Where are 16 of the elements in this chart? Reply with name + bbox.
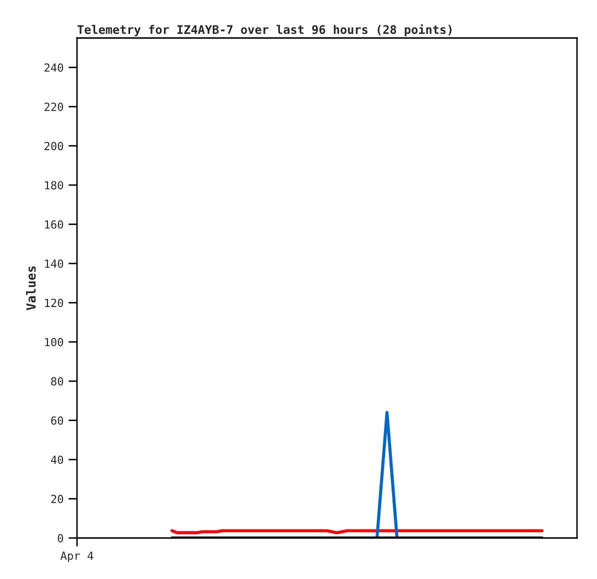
y-tick-label: 200 [44,142,64,150]
y-tick-label: 180 [45,181,64,190]
y-tick-label: 140 [45,259,64,268]
y-tick-label: 220 [44,102,64,112]
y-tick-label: 100 [45,338,64,346]
y-tick-label: 20 [51,494,64,504]
y-tick-label: 120 [45,298,64,308]
y-tick-label: 0 [58,534,64,542]
y-tick-label: 160 [45,220,64,229]
y-tick-label: 60 [51,416,64,425]
y-tick-label: 80 [51,377,64,386]
chart-title: Telemetry for IZ4AYB-7 over last 96 hours (28 points) [78,24,452,36]
y-tick-label: 240 [44,63,64,72]
y-axis-title: Values [26,266,36,310]
y-tick-label: 40 [50,456,64,464]
x-tick-label: Apr 4 [60,552,94,562]
